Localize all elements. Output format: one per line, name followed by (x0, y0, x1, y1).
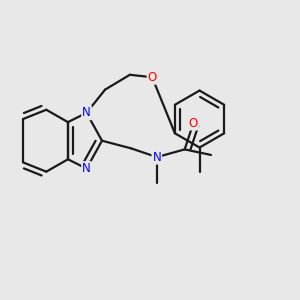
Text: N: N (82, 162, 91, 175)
Text: N: N (152, 151, 161, 164)
Text: N: N (82, 106, 91, 119)
Text: O: O (189, 117, 198, 130)
Text: O: O (148, 71, 157, 84)
